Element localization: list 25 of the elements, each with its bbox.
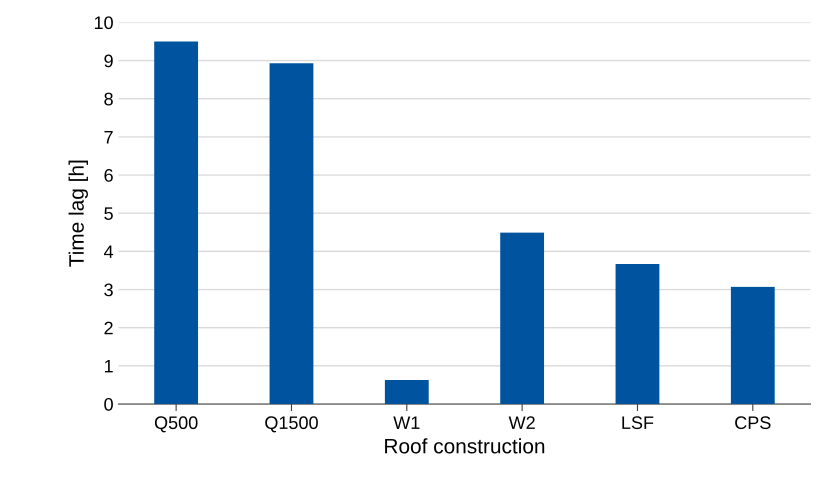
y-tick-label: 5	[104, 207, 113, 220]
x-tick-label: W1	[393, 416, 420, 429]
bar	[270, 63, 314, 404]
y-axis-title: Time lag [h]	[68, 160, 88, 267]
bar	[384, 380, 429, 404]
y-tick-label: 9	[104, 54, 113, 68]
y-tick-label: 2	[104, 322, 113, 334]
x-axis-title: Roof construction	[385, 438, 544, 454]
y-tick-label: 8	[104, 92, 113, 106]
y-tick-label: 3	[104, 283, 113, 296]
y-tick-label: 1	[104, 360, 113, 372]
x-tick-label: LSF	[622, 416, 654, 430]
bar	[154, 42, 198, 404]
y-tick-label: 4	[104, 246, 114, 258]
x-tick-label: CPS	[735, 416, 771, 430]
y-tick-label: 6	[104, 168, 113, 182]
y-tick-label: 10	[94, 16, 113, 30]
bar	[730, 286, 775, 404]
x-tick-label: Q500	[154, 416, 198, 432]
x-tick-label: Q1500	[265, 416, 318, 432]
y-tick-label: 0	[104, 398, 113, 411]
y-tick-label: 7	[104, 131, 113, 144]
bar	[616, 264, 660, 404]
x-tick-label: W2	[508, 416, 535, 429]
bar	[500, 232, 544, 404]
